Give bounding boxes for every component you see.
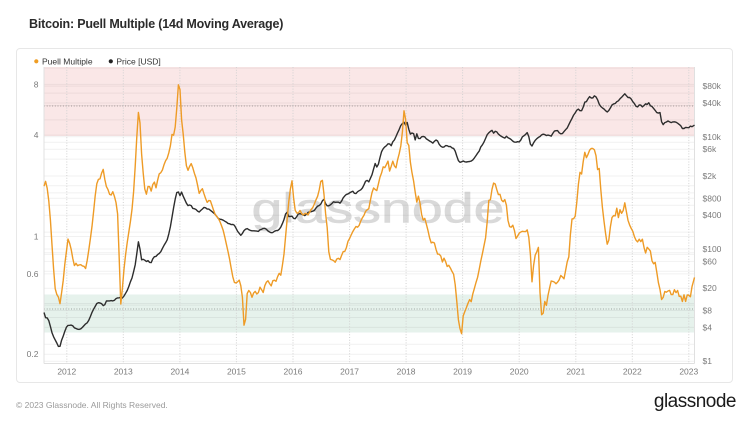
svg-text:$8: $8 xyxy=(703,306,713,316)
svg-text:2016: 2016 xyxy=(284,367,303,377)
svg-text:Price [USD]: Price [USD] xyxy=(116,56,160,66)
svg-text:2020: 2020 xyxy=(510,367,529,377)
svg-text:$40k: $40k xyxy=(703,98,722,108)
svg-text:2013: 2013 xyxy=(114,367,133,377)
svg-text:2019: 2019 xyxy=(453,367,472,377)
svg-text:$6k: $6k xyxy=(703,144,717,154)
svg-text:0.6: 0.6 xyxy=(27,269,39,279)
svg-text:Puell Multiple: Puell Multiple xyxy=(42,56,93,66)
svg-text:$2k: $2k xyxy=(703,171,717,181)
svg-text:2018: 2018 xyxy=(397,367,416,377)
svg-text:$80k: $80k xyxy=(703,81,722,91)
svg-text:$4: $4 xyxy=(703,322,713,332)
svg-text:$10k: $10k xyxy=(703,132,722,142)
svg-text:2014: 2014 xyxy=(170,367,189,377)
svg-text:$800: $800 xyxy=(703,193,722,203)
svg-text:$1: $1 xyxy=(703,356,713,366)
svg-text:$20: $20 xyxy=(703,283,717,293)
svg-text:2021: 2021 xyxy=(566,367,585,377)
svg-text:2023: 2023 xyxy=(679,367,698,377)
svg-text:2017: 2017 xyxy=(340,367,359,377)
svg-text:1: 1 xyxy=(34,232,39,242)
svg-text:0.2: 0.2 xyxy=(27,349,39,359)
svg-text:2022: 2022 xyxy=(623,367,642,377)
svg-text:$400: $400 xyxy=(703,210,722,220)
svg-text:2012: 2012 xyxy=(57,367,76,377)
svg-text:4: 4 xyxy=(34,130,39,140)
svg-text:2015: 2015 xyxy=(227,367,246,377)
svg-text:$100: $100 xyxy=(703,244,722,254)
svg-text:$60: $60 xyxy=(703,256,717,266)
svg-text:8: 8 xyxy=(34,79,39,89)
